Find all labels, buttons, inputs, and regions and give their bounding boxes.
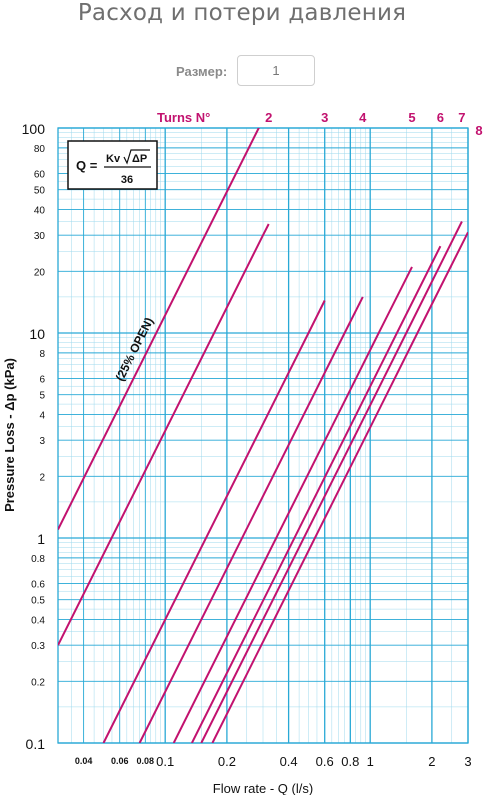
x-tick-label: 1 xyxy=(367,754,374,769)
series-lines xyxy=(58,128,468,743)
y-tick-label: 0.1 xyxy=(26,736,46,752)
turn-label-4: 4 xyxy=(359,110,367,125)
y-tick-label: 6 xyxy=(39,374,45,385)
y-tick-label: 4 xyxy=(39,411,45,422)
sqrt-sign xyxy=(123,149,150,165)
y-tick-label: 10 xyxy=(29,326,45,342)
y-axis-title: Pressure Loss - Δp (kPa) xyxy=(2,358,17,512)
size-label: Размер: xyxy=(176,64,228,79)
x-tick-label: 0.2 xyxy=(218,754,236,769)
series-line-8 xyxy=(211,231,468,743)
formula-frame xyxy=(67,140,158,190)
page-title: Расход и потери давления xyxy=(77,0,407,26)
turn-label-2: 2 xyxy=(265,110,272,125)
series-line-2 xyxy=(58,223,270,646)
x-tick-label: 0.6 xyxy=(316,754,334,769)
formula-denominator: 36 xyxy=(121,174,133,186)
y-tick-label: 5 xyxy=(39,391,45,402)
y-tick-label: 100 xyxy=(22,121,46,137)
turn-label-7: 7 xyxy=(458,110,465,125)
plot-frame xyxy=(57,127,469,744)
turn-labels: Turns N° 2 3 4 5 6 78 xyxy=(157,110,483,138)
y-tick-label: 30 xyxy=(34,231,46,242)
x-axis-title: Flow rate - Q (l/s) xyxy=(213,781,313,795)
turn-label-8: 8 xyxy=(475,123,482,138)
x-tick-label: 0.4 xyxy=(280,754,298,769)
y-tick-label: 20 xyxy=(34,267,46,278)
x-tick-label: 2 xyxy=(428,754,435,769)
y-tick-label: 3 xyxy=(39,436,45,447)
y-tick-label: 0.4 xyxy=(31,616,45,627)
y-tick-label: 50 xyxy=(34,186,46,197)
y-tick-label: 80 xyxy=(34,144,46,155)
series-line-1 xyxy=(58,128,260,530)
x-tick-label: 0.8 xyxy=(341,754,359,769)
series-line-6 xyxy=(191,245,442,743)
size-input[interactable] xyxy=(237,55,315,86)
y-tick-label: 60 xyxy=(34,169,46,180)
tick-labels: 0.04 0.06 0.08 0.1 0.2 0.4 0.6 0.8 1 2 30.10.20.30… xyxy=(22,121,472,769)
y-tick-label: 40 xyxy=(34,206,46,217)
y-tick-label: 0.3 xyxy=(31,641,45,652)
y-tick-label: 8 xyxy=(39,349,45,360)
formula-lhs: Q = xyxy=(76,158,98,173)
series-line-3 xyxy=(102,300,326,743)
turn-label-5: 5 xyxy=(408,110,415,125)
formula-sqrt-arg: ΔP xyxy=(132,153,147,165)
y-tick-label: 1 xyxy=(37,531,45,547)
size-selector: Размер: xyxy=(0,55,484,89)
formula-box: Q = Kv ΔP 36 xyxy=(67,140,158,190)
formula-kv: Kv xyxy=(106,153,121,165)
y-tick-label: 2 xyxy=(39,472,45,483)
x-tick-label: 0.06 xyxy=(111,756,129,766)
x-tick-label: 3 xyxy=(464,754,471,769)
y-tick-label: 0.2 xyxy=(31,677,45,688)
turns-header: Turns N° xyxy=(157,110,210,125)
series-line-4 xyxy=(138,296,364,743)
y-tick-label: 0.6 xyxy=(31,579,45,590)
series-line-5 xyxy=(172,266,413,743)
x-tick-label: 0.08 xyxy=(137,756,155,766)
turn-label-3: 3 xyxy=(321,110,328,125)
x-tick-label: 0.1 xyxy=(156,754,174,769)
y-tick-label: 0.5 xyxy=(31,596,45,607)
turn-label-6: 6 xyxy=(437,110,444,125)
y-tick-label: 0.8 xyxy=(31,554,45,565)
axis-titles: Flow rate - Q (l/s) Pressure Loss - Δp (k… xyxy=(2,358,313,795)
x-tick-label: 0.04 xyxy=(75,756,93,766)
flow-pressure-chart: 0.04 0.06 0.08 0.1 0.2 0.4 0.6 0.8 1 2 30.10.20.30… xyxy=(2,110,483,795)
series-line-7 xyxy=(200,221,463,743)
